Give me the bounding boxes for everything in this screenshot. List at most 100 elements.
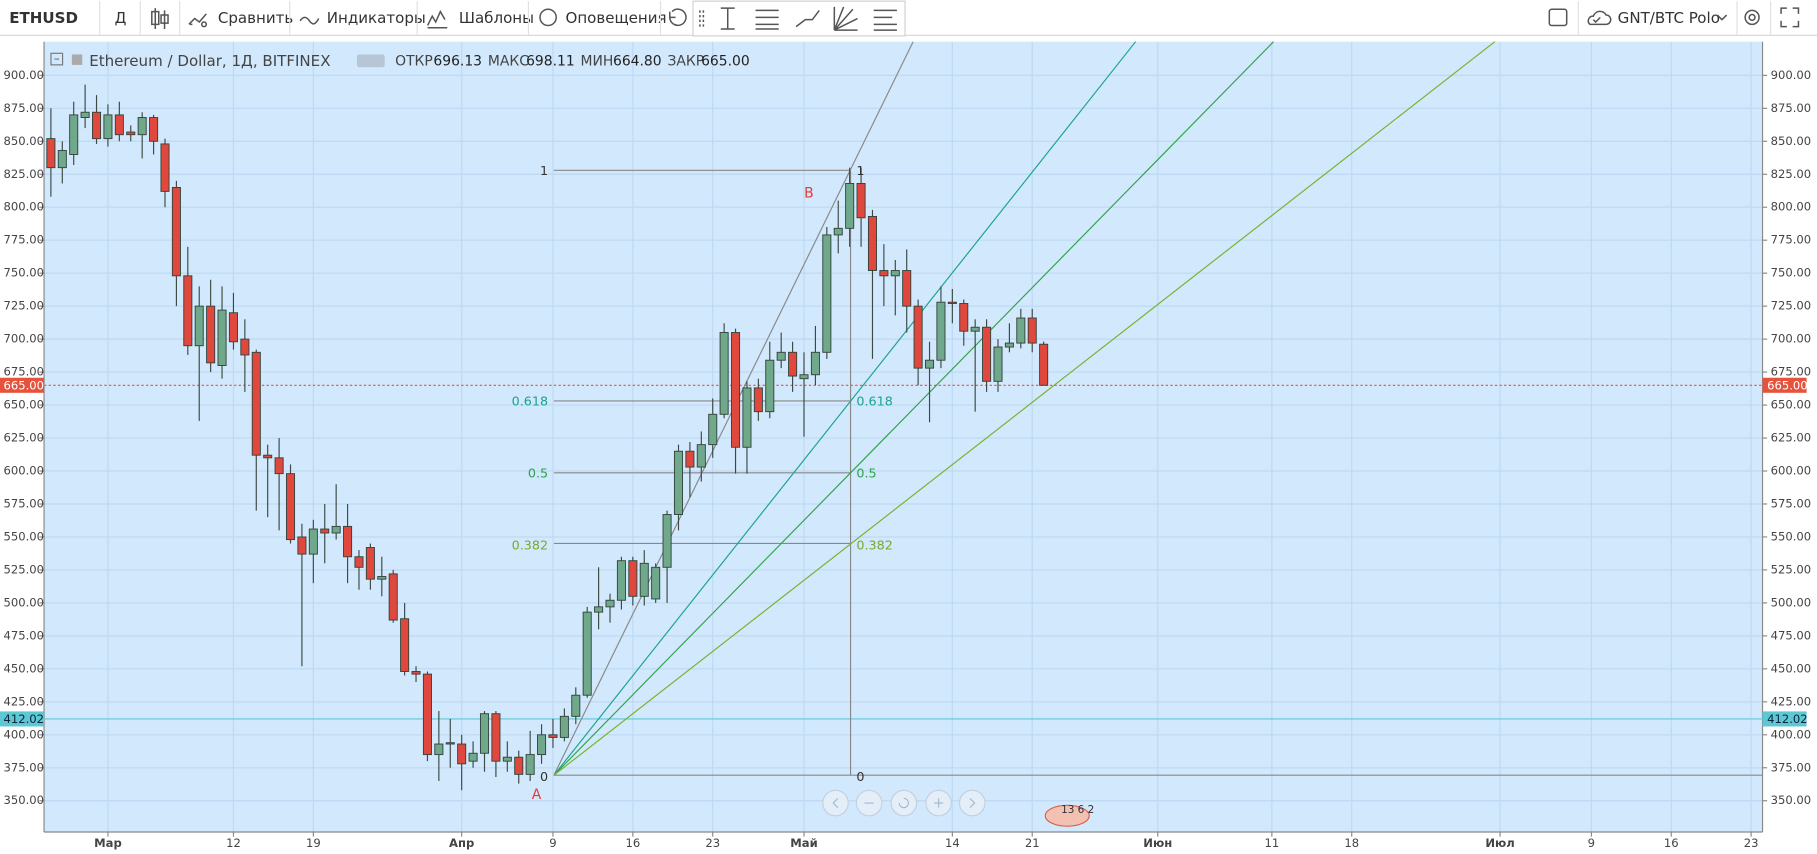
x-tick-label: 19	[306, 836, 321, 850]
templates-button[interactable]: Шаблоны	[459, 9, 534, 27]
candle-body	[331, 525, 341, 534]
y-tick-label: 600.00	[3, 464, 44, 478]
x-tick-label: 14	[945, 836, 960, 850]
candle-body	[856, 183, 866, 219]
layout-menu[interactable]	[1716, 14, 1728, 21]
candle-body	[183, 275, 193, 347]
settings-button[interactable]	[1744, 9, 1760, 26]
interval-button[interactable]: Д	[115, 9, 127, 27]
x-tick-label: Мар	[94, 836, 122, 850]
candle-body	[788, 351, 798, 377]
y-tick-label: 525.00	[3, 562, 44, 576]
legend: Ethereum / Dollar, 1Д, BITFINEX ОТКР 696…	[50, 52, 750, 70]
scroll-left-button[interactable]	[822, 789, 849, 817]
candle-body	[685, 450, 695, 468]
price-label-box	[1762, 711, 1807, 727]
alerts-button[interactable]: Оповещения	[565, 9, 666, 27]
fib-label: 0.618	[856, 395, 892, 410]
price-label-box	[0, 711, 45, 727]
legend-field-value: 665.00	[701, 53, 750, 69]
cloud-icon	[1587, 10, 1612, 26]
pattern-tool[interactable]	[795, 9, 820, 28]
plot-area	[44, 41, 1763, 833]
candle-body	[765, 359, 775, 413]
y-tick-label: 575.00	[3, 496, 44, 510]
replay-button[interactable]	[669, 8, 687, 27]
candle-body	[240, 338, 250, 356]
navigation	[822, 789, 986, 817]
y-tick-label: 425.00	[1771, 694, 1812, 708]
candle-body	[673, 450, 684, 515]
legend-field-label: ЗАКР	[667, 53, 704, 69]
candle-body	[320, 528, 330, 534]
y-tick-label: 600.00	[1771, 464, 1812, 478]
symbol-input[interactable]: ETHUSD	[9, 9, 78, 27]
chart-type-button[interactable]	[151, 8, 169, 29]
candle-body	[263, 454, 273, 459]
color-swatch	[71, 54, 83, 65]
pitchfork-tool[interactable]	[873, 9, 897, 31]
candle-body	[662, 514, 672, 568]
indicators-icon	[299, 16, 320, 25]
y-tick-label: 475.00	[3, 628, 44, 642]
scroll-right-button[interactable]	[958, 789, 986, 817]
text-tool[interactable]	[720, 7, 735, 30]
candle-body	[1016, 317, 1026, 344]
candle-body	[103, 114, 113, 140]
candle-body	[228, 312, 238, 343]
indicators-button[interactable]: Индикаторы	[327, 9, 426, 27]
candle-body	[137, 117, 147, 136]
y-tick-label: 900.00	[1771, 68, 1812, 82]
candle-body	[400, 618, 410, 672]
y-tick-label: 800.00	[3, 200, 44, 214]
select-button[interactable]	[1548, 8, 1568, 27]
candle-body	[696, 444, 706, 468]
grid	[44, 41, 1763, 833]
fullscreen-button[interactable]	[1780, 7, 1800, 28]
candle-body	[537, 734, 547, 756]
fib-fan-drawing	[553, 41, 1763, 776]
y-tick-label: 625.00	[3, 431, 44, 445]
y-tick-label: 475.00	[1771, 628, 1812, 642]
y-tick-label: 750.00	[3, 266, 44, 280]
y-tick-label: 400.00	[1771, 727, 1812, 741]
compare-button[interactable]: Сравнить	[218, 9, 293, 27]
legend-buttons[interactable]	[356, 54, 385, 68]
price-label-box	[1762, 377, 1807, 393]
events[interactable]: 13 6 2	[1044, 804, 1094, 827]
fib-label: 0.5	[528, 466, 548, 481]
candle-body	[1027, 317, 1037, 344]
y-tick-label: 425.00	[3, 694, 44, 708]
y-tick-label: 775.00	[1771, 233, 1812, 247]
legend-symbol: Ethereum / Dollar, 1Д, BITFINEX	[89, 52, 330, 70]
y-tick-label: 825.00	[1771, 167, 1812, 181]
candle-body	[69, 114, 79, 155]
event-badge[interactable]	[1044, 804, 1090, 827]
price-label-box	[0, 377, 45, 393]
x-tick-label: Апр	[449, 836, 474, 850]
price-lines: 665.00 665.00 412.02 412.02	[0, 377, 1808, 727]
fib-tool[interactable]	[755, 9, 779, 30]
x-tick-label: 23	[705, 836, 720, 850]
candle-body	[502, 756, 512, 762]
fan-line	[553, 41, 1274, 776]
candle-body	[343, 525, 353, 558]
x-tick-label: 23	[1744, 836, 1759, 850]
gann-tool[interactable]	[833, 6, 858, 31]
candle-body	[354, 556, 364, 568]
y-tick-label: 775.00	[3, 233, 44, 247]
y-tick-label: 500.00	[3, 595, 44, 609]
reset-button[interactable]	[890, 789, 918, 817]
candle-body	[708, 413, 718, 446]
y-tick-label: 525.00	[1771, 562, 1812, 576]
legend-field-value: 698.11	[526, 53, 575, 69]
toolbar: ETHUSD Д Сравнить Индикаторы Шаблоны Опо…	[0, 0, 1817, 37]
x-tick-label: 9	[1588, 836, 1595, 850]
x-tick-label: 21	[1025, 836, 1040, 850]
layout-button[interactable]: GNT/BTC Polo	[1618, 9, 1720, 27]
collapse-button[interactable]	[50, 52, 64, 66]
y-tick-label: 650.00	[3, 398, 44, 412]
candle-body	[594, 606, 604, 613]
